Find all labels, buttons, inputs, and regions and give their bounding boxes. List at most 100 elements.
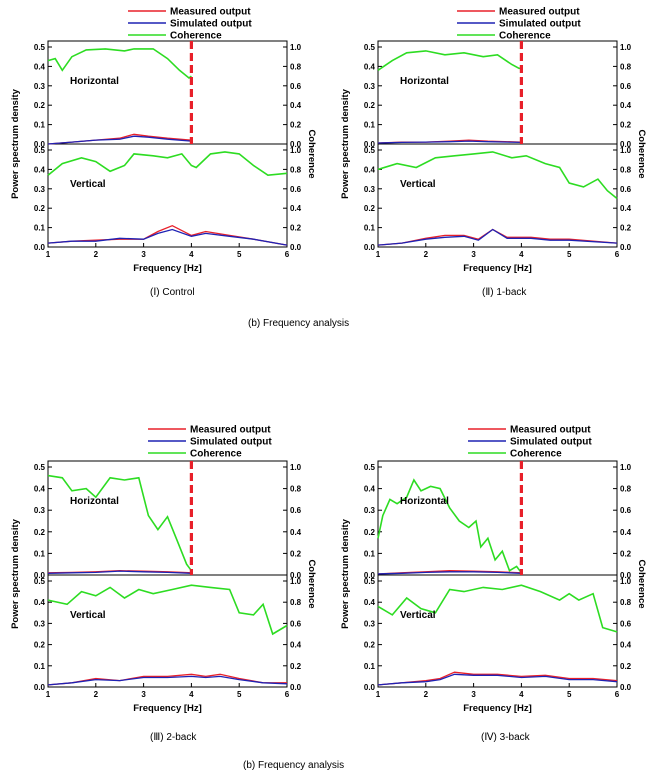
section-label-horizontal-I: Horizontal	[70, 76, 119, 87]
psd-tick-label-upper-0.0-I: 0.0	[34, 140, 46, 149]
plot-frame-vertical-I	[47, 143, 288, 248]
series-coherence-horizontal-III	[47, 474, 193, 572]
coh-tick-label-upper-0.4-III: 0.4	[290, 528, 302, 537]
series-simulated-vertical-I	[47, 228, 288, 246]
legend-label-measured-I: Measured output	[170, 7, 251, 18]
section-label-horizontal-II: Horizontal	[400, 76, 449, 87]
coh-tick-label-lower-0.6-IV: 0.6	[620, 619, 632, 628]
psd-tick-label-upper-0.1-III: 0.1	[34, 549, 46, 558]
x-tick-label-6-III: 6	[285, 690, 290, 699]
psd-tick-label-lower-0.0-II: 0.0	[364, 243, 376, 252]
psd-tick-label-upper-0.5-I: 0.5	[34, 43, 46, 52]
panel-caption-III: (Ⅲ) 2-back	[150, 732, 197, 743]
y-axis-label-III: Power spectrum density	[10, 518, 21, 629]
coh-tick-label-upper-0.2-III: 0.2	[290, 549, 302, 558]
coh-tick-label-upper-0.4-II: 0.4	[620, 101, 632, 110]
x-tick-label-4-I: 4	[189, 250, 194, 259]
x-tick-label-4-III: 4	[189, 690, 194, 699]
x-axis-label-II: Frequency [Hz]	[463, 263, 532, 274]
psd-tick-label-lower-0.3-III: 0.3	[34, 619, 46, 628]
series-simulated-horizontal-II	[377, 140, 522, 144]
x-tick-label-3-I: 3	[141, 250, 146, 259]
psd-tick-label-upper-0.0-IV: 0.0	[364, 571, 376, 580]
coh-tick-label-lower-0.6-I: 0.6	[290, 185, 302, 194]
psd-tick-label-upper-0.4-IV: 0.4	[364, 485, 376, 494]
series-measured-vertical-IV	[377, 671, 618, 686]
coh-tick-label-lower-0.2-III: 0.2	[290, 662, 302, 671]
coh-tick-label-lower-1.0-I: 1.0	[290, 146, 302, 155]
legend-label-simulated-IV: Simulated output	[510, 437, 592, 448]
coh-tick-label-upper-0.0-III: 0.0	[290, 571, 302, 580]
x-tick-label-5-III: 5	[237, 690, 242, 699]
section-label-vertical-IV: Vertical	[400, 610, 436, 621]
series-coherence-vertical-II	[377, 151, 618, 200]
x-tick-label-6-II: 6	[615, 250, 620, 259]
coh-tick-label-upper-0.0-IV: 0.0	[620, 571, 632, 580]
section-label-vertical-III: Vertical	[70, 610, 106, 621]
x-axis-label-I: Frequency [Hz]	[133, 263, 202, 274]
psd-tick-label-lower-0.3-I: 0.3	[34, 185, 46, 194]
series-simulated-vertical-IV	[377, 673, 618, 686]
coh-tick-label-lower-1.0-II: 1.0	[620, 146, 632, 155]
legend-label-coherence-I: Coherence	[170, 31, 222, 42]
x-tick-label-5-IV: 5	[567, 690, 572, 699]
y2-axis-label-IV: Coherence	[636, 559, 647, 608]
legend-label-coherence-II: Coherence	[499, 31, 551, 42]
plot-frame-vertical-II	[377, 143, 618, 248]
coh-tick-label-lower-0.4-III: 0.4	[290, 641, 302, 650]
legend-label-simulated-III: Simulated output	[190, 437, 272, 448]
y-axis-label-IV: Power spectrum density	[340, 518, 351, 629]
psd-tick-label-lower-0.5-II: 0.5	[364, 146, 376, 155]
x-tick-label-2-I: 2	[94, 250, 99, 259]
psd-tick-label-upper-0.4-I: 0.4	[34, 62, 46, 71]
psd-tick-label-upper-0.2-III: 0.2	[34, 528, 46, 537]
coh-tick-label-upper-0.6-III: 0.6	[290, 506, 302, 515]
x-tick-label-5-I: 5	[237, 250, 242, 259]
coh-tick-label-lower-0.8-I: 0.8	[290, 165, 302, 174]
plot-frame-vertical-III	[47, 574, 288, 688]
x-tick-label-6-I: 6	[285, 250, 290, 259]
coh-tick-label-lower-0.0-III: 0.0	[290, 683, 302, 692]
x-tick-label-1-I: 1	[46, 250, 51, 259]
series-coherence-horizontal-I	[47, 48, 192, 80]
series-simulated-horizontal-III	[47, 570, 192, 574]
coh-tick-label-upper-1.0-II: 1.0	[620, 43, 632, 52]
x-tick-label-2-II: 2	[424, 250, 429, 259]
coh-tick-label-lower-0.6-II: 0.6	[620, 185, 632, 194]
coh-tick-label-upper-0.2-II: 0.2	[620, 121, 632, 130]
y2-axis-label-I: Coherence	[306, 129, 317, 178]
x-tick-label-5-II: 5	[567, 250, 572, 259]
x-axis-label-IV: Frequency [Hz]	[463, 703, 532, 714]
series-simulated-horizontal-IV	[377, 571, 522, 575]
coh-tick-label-upper-0.0-I: 0.0	[290, 140, 302, 149]
series-coherence-horizontal-II	[377, 50, 522, 71]
section-caption-bottom: (b) Frequency analysis	[243, 760, 345, 771]
coh-tick-label-lower-0.4-IV: 0.4	[620, 641, 632, 650]
x-axis-label-III: Frequency [Hz]	[133, 703, 202, 714]
psd-tick-label-upper-0.2-I: 0.2	[34, 101, 46, 110]
psd-tick-label-lower-0.4-III: 0.4	[34, 598, 46, 607]
psd-tick-label-lower-0.2-III: 0.2	[34, 641, 46, 650]
psd-tick-label-lower-0.4-I: 0.4	[34, 165, 46, 174]
psd-tick-label-lower-0.5-IV: 0.5	[364, 577, 376, 586]
x-tick-label-4-II: 4	[519, 250, 524, 259]
x-tick-label-2-IV: 2	[424, 690, 429, 699]
x-tick-label-6-IV: 6	[615, 690, 620, 699]
x-tick-label-3-II: 3	[471, 250, 476, 259]
psd-tick-label-lower-0.1-IV: 0.1	[364, 662, 376, 671]
x-tick-label-2-III: 2	[94, 690, 99, 699]
x-tick-label-1-III: 1	[46, 690, 51, 699]
coh-tick-label-lower-0.4-II: 0.4	[620, 204, 632, 213]
legend-label-measured-III: Measured output	[190, 425, 271, 436]
x-tick-label-1-IV: 1	[376, 690, 381, 699]
psd-tick-label-lower-0.1-III: 0.1	[34, 662, 46, 671]
legend-label-measured-IV: Measured output	[510, 425, 591, 436]
coh-tick-label-lower-1.0-III: 1.0	[290, 577, 302, 586]
psd-tick-label-lower-0.4-II: 0.4	[364, 165, 376, 174]
series-coherence-horizontal-IV	[377, 478, 523, 574]
coh-tick-label-lower-0.2-IV: 0.2	[620, 662, 632, 671]
series-measured-vertical-III	[47, 673, 287, 686]
psd-tick-label-upper-0.3-III: 0.3	[34, 506, 46, 515]
psd-tick-label-lower-0.4-IV: 0.4	[364, 598, 376, 607]
